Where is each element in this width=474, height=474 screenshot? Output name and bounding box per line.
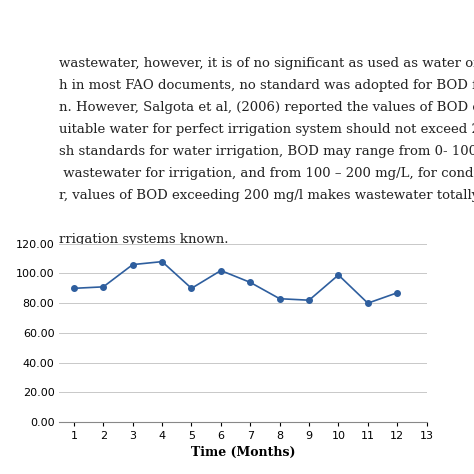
X-axis label: Time (Months): Time (Months) (191, 447, 295, 459)
Text: sh standards for water irrigation, BOD may range from 0- 100 mg/l, f: sh standards for water irrigation, BOD m… (59, 145, 474, 158)
Text: uitable water for perfect irrigation system should not exceed 20 mg/L,: uitable water for perfect irrigation sys… (59, 123, 474, 136)
Text: r, values of BOD exceeding 200 mg/l makes wastewater totally unsuita: r, values of BOD exceeding 200 mg/l make… (59, 189, 474, 202)
Text: wastewater for irrigation, and from 100 – 200 mg/L, for conditio: wastewater for irrigation, and from 100 … (59, 167, 474, 180)
Text: n. However, Salgota et al, (2006) reported the values of BOD of waste: n. However, Salgota et al, (2006) report… (59, 101, 474, 114)
Text: h in most FAO documents, no standard was adopted for BOD fo: h in most FAO documents, no standard was… (59, 79, 474, 92)
Text: rrigation systems known.: rrigation systems known. (59, 233, 229, 246)
Text: wastewater, however, it is of no significant as used as water of: wastewater, however, it is of no signifi… (59, 57, 474, 70)
